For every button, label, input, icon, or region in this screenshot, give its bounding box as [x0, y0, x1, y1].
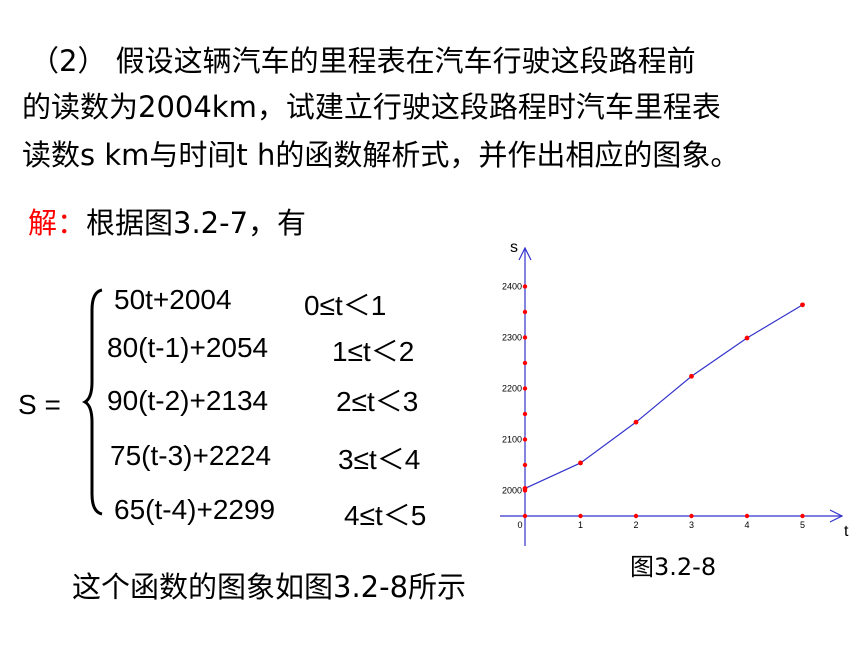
x-axis-marker — [633, 513, 639, 519]
x-axis-marker — [800, 513, 805, 519]
x-tick-label: 4 — [744, 520, 749, 530]
y-axis-marker — [522, 462, 528, 468]
piece-expr-3: 75(t-3)+2224 — [110, 440, 272, 471]
x-axis-marker — [689, 513, 694, 519]
y-axis-arrow — [518, 246, 532, 261]
series-line — [524, 304, 803, 490]
x-tick-label: 3 — [689, 520, 694, 530]
problem-line-2: 的读数为2004km，试建立行驶这段路程时汽车里程表 — [22, 90, 721, 124]
footer-text: 这个函数的图象如图3.2-8所示 — [72, 570, 467, 604]
piece-cond-2: 2≤t＜3 — [336, 386, 419, 417]
y-tick-label: 2300 — [502, 333, 522, 343]
system-lhs: S = — [18, 389, 61, 420]
y-axis-marker — [522, 360, 528, 366]
solution-label: 解： — [28, 206, 87, 240]
problem-line-3: 读数s km与时间t h的函数解析式，并作出相应的图象。 — [22, 138, 740, 172]
piece-cond-4: 4≤t＜5 — [344, 500, 427, 531]
solution-heading: 解：根据图3.2-7，有 — [28, 200, 306, 242]
y-axis-marker — [522, 437, 528, 442]
data-point — [744, 335, 750, 341]
y-axis-marker — [522, 386, 528, 391]
data-point — [578, 460, 583, 466]
x-axis-marker — [578, 513, 583, 519]
x-tick-label: 5 — [800, 520, 805, 530]
x-axis-marker — [522, 513, 528, 519]
x-axis-label: t — [844, 523, 849, 540]
problem-line-1: （2） 假设这辆汽车的里程表在汽车行驶这段路程前 — [30, 44, 696, 78]
y-axis-marker — [522, 284, 528, 289]
data-point — [800, 302, 805, 308]
y-tick-label: 2400 — [502, 282, 522, 292]
y-axis-label: s — [510, 239, 518, 256]
y-axis-marker — [522, 335, 528, 340]
x-tick-label: 1 — [578, 520, 583, 530]
mileage-chart: s t 2000 2100 2200 2300 2400 0 1 2 3 4 5 — [500, 239, 849, 546]
data-point — [689, 373, 694, 379]
x-axis-marker — [744, 513, 750, 519]
y-axis-marker — [522, 309, 528, 315]
x-tick-label: 0 — [517, 520, 522, 530]
y-tick-label: 2000 — [502, 486, 522, 496]
piece-cond-0: 0≤t＜1 — [304, 290, 387, 321]
piece-cond-3: 3≤t＜4 — [338, 444, 421, 475]
piece-expr-0: 50t+2004 — [114, 284, 232, 315]
y-axis-marker — [522, 411, 528, 417]
chart-caption: 图3.2-8 — [630, 553, 717, 581]
piece-expr-4: 65(t-4)+2299 — [114, 494, 276, 525]
x-tick-label: 2 — [633, 520, 638, 530]
y-tick-label: 2100 — [502, 435, 522, 445]
x-axis-arrow — [829, 509, 844, 523]
system-brace — [82, 288, 103, 516]
data-point — [633, 419, 639, 425]
solution-text: 根据图3.2-7，有 — [86, 206, 307, 240]
piece-expr-2: 90(t-2)+2134 — [107, 385, 269, 416]
piece-expr-1: 80(t-1)+2054 — [107, 332, 269, 363]
y-tick-label: 2200 — [502, 384, 522, 394]
piece-cond-1: 1≤t＜2 — [332, 336, 415, 367]
data-point — [522, 486, 528, 491]
